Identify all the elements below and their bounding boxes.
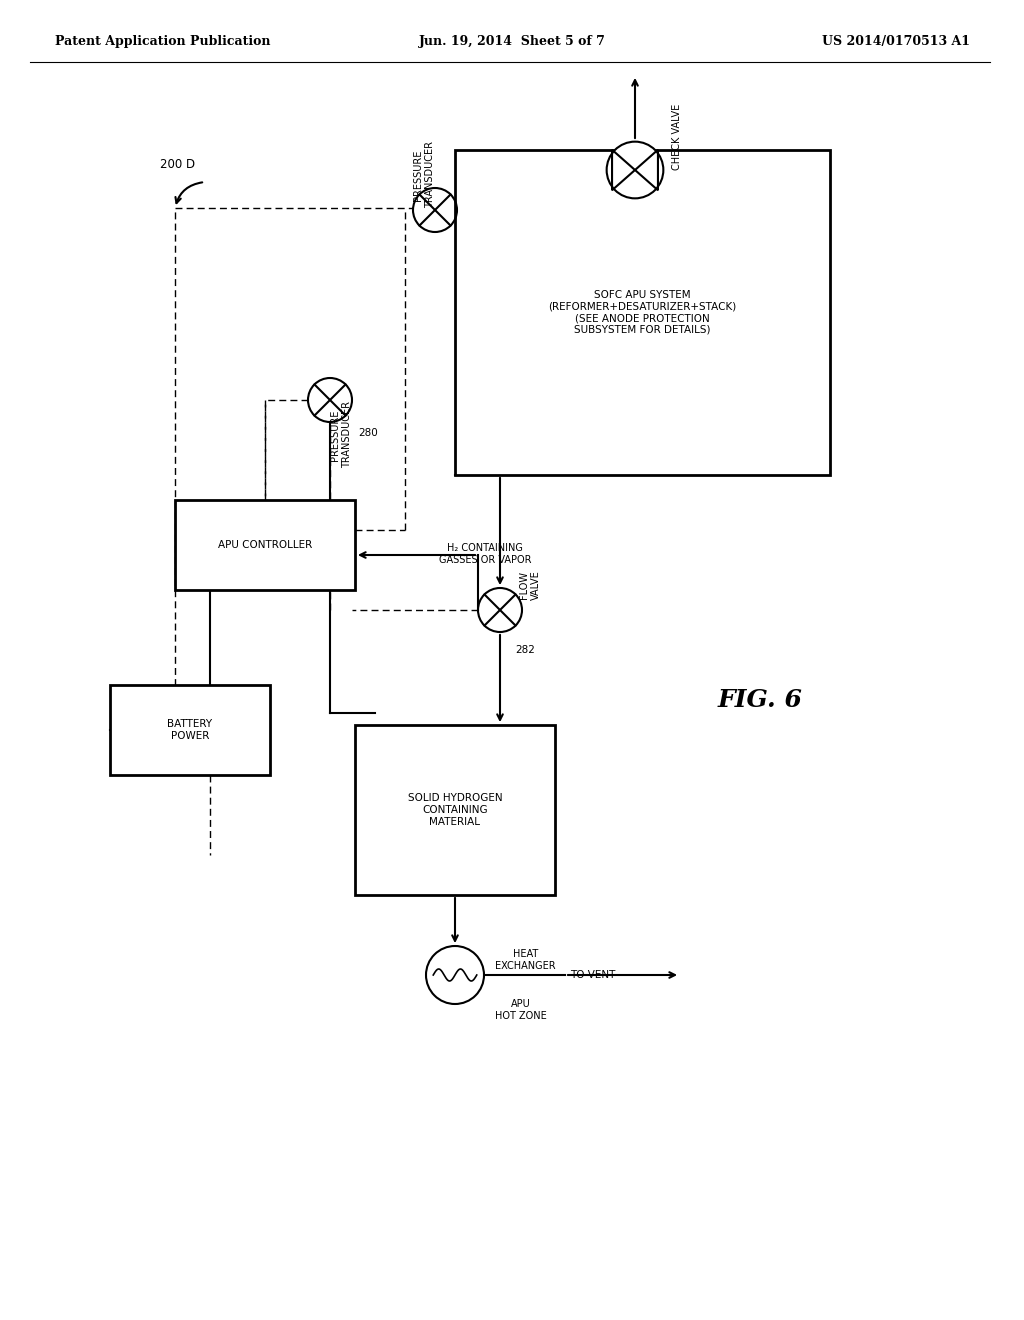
Text: H₂ CONTAINING
GASSES OR VAPOR: H₂ CONTAINING GASSES OR VAPOR — [438, 544, 531, 565]
Text: PRESSURE
TRANSDUCER: PRESSURE TRANSDUCER — [414, 141, 435, 209]
Bar — [455, 150, 830, 475]
Text: CHECK VALVE: CHECK VALVE — [672, 104, 682, 170]
Text: BATTERY
POWER: BATTERY POWER — [168, 719, 213, 741]
Text: 280: 280 — [358, 428, 378, 438]
Text: Jun. 19, 2014  Sheet 5 of 7: Jun. 19, 2014 Sheet 5 of 7 — [419, 36, 605, 48]
Text: US 2014/0170513 A1: US 2014/0170513 A1 — [822, 36, 970, 48]
Bar — [175, 500, 355, 590]
Text: 282: 282 — [515, 645, 535, 655]
Text: Patent Application Publication: Patent Application Publication — [55, 36, 270, 48]
Bar — [110, 685, 270, 775]
Text: FIG. 6: FIG. 6 — [718, 688, 803, 711]
Text: FLOW
VALVE: FLOW VALVE — [519, 570, 541, 601]
Text: APU
HOT ZONE: APU HOT ZONE — [495, 999, 547, 1020]
Text: SOFC APU SYSTEM
(REFORMER+DESATURIZER+STACK)
(SEE ANODE PROTECTION
SUBSYSTEM FOR: SOFC APU SYSTEM (REFORMER+DESATURIZER+ST… — [549, 290, 736, 335]
Text: 200 D: 200 D — [160, 158, 196, 172]
Text: SOLID HYDROGEN
CONTAINING
MATERIAL: SOLID HYDROGEN CONTAINING MATERIAL — [408, 793, 503, 826]
Bar — [355, 725, 555, 895]
Text: HEAT
EXCHANGER: HEAT EXCHANGER — [495, 949, 556, 970]
Text: TO VENT: TO VENT — [570, 970, 615, 979]
Circle shape — [606, 141, 664, 198]
Text: APU CONTROLLER: APU CONTROLLER — [218, 540, 312, 550]
Text: PRESSURE
TRANSDUCER: PRESSURE TRANSDUCER — [330, 401, 351, 469]
Circle shape — [426, 946, 484, 1005]
